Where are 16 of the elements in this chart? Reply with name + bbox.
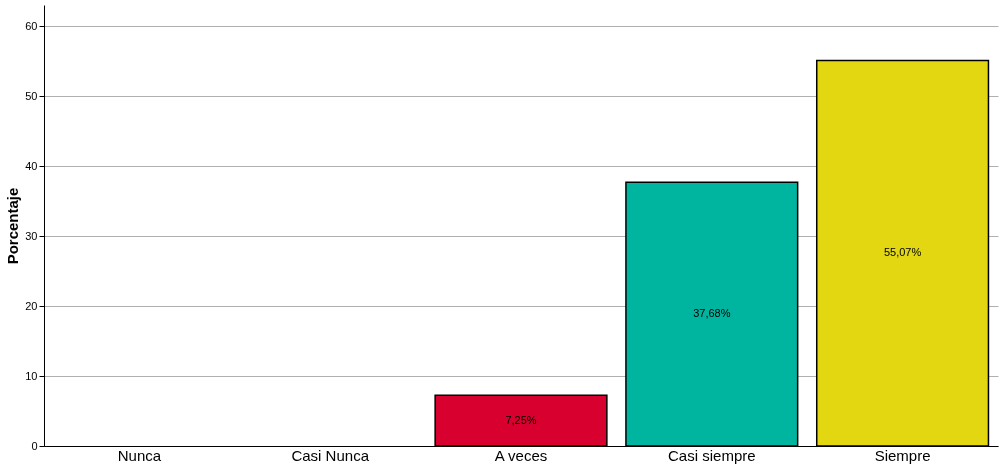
x-tick-label: A veces — [494, 446, 548, 464]
y-tick-label: 20 — [25, 299, 38, 312]
data-label: 37,68% — [693, 307, 731, 320]
y-tick-label: 30 — [25, 229, 38, 242]
data-label: 7,25% — [505, 413, 537, 426]
data-label: 55,07% — [883, 246, 922, 259]
x-tick-label: Nunca — [117, 446, 162, 464]
y-tick-label: 0 — [31, 439, 38, 452]
y-tick-label: 10 — [25, 369, 38, 382]
x-tick-label: Siempre — [874, 446, 931, 464]
y-axis-title: Porcentaje — [4, 187, 22, 265]
y-tick-label: 40 — [25, 159, 38, 172]
y-tick-label: 50 — [25, 89, 38, 102]
x-tick-label: Casi Nunca — [291, 446, 370, 464]
y-tick-label: 60 — [25, 19, 38, 32]
x-tick-label: Casi siempre — [668, 446, 756, 464]
